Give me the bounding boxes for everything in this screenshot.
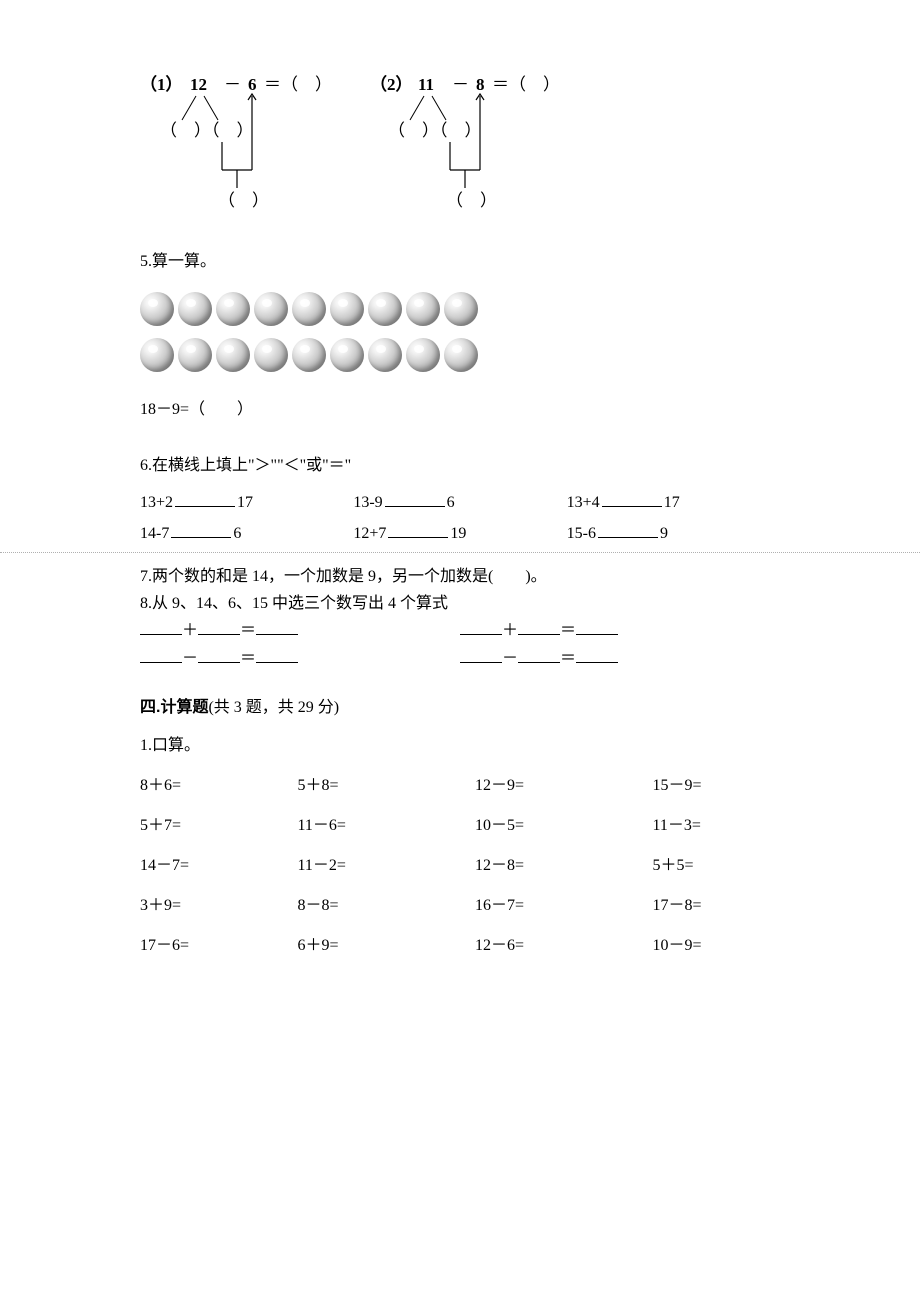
- compare-cell: 12+719: [353, 521, 566, 546]
- marble-icon: [216, 338, 250, 372]
- p2-paren-pair: （ ）（ ）: [388, 121, 482, 140]
- compare-cell: 14-76: [140, 521, 353, 546]
- mental-cell: 12－9=: [425, 774, 603, 798]
- fill-blank[interactable]: [385, 490, 445, 507]
- p1-b: 6: [248, 75, 257, 94]
- marbles-figure: [140, 292, 780, 380]
- mental-cell: 10－9=: [603, 934, 781, 958]
- q8-row-minus: －＝ －＝: [140, 645, 780, 672]
- p2-b: 8: [476, 75, 485, 94]
- dotted-separator: [0, 552, 920, 553]
- marble-icon: [292, 338, 326, 372]
- mental-cell: 6＋9=: [268, 934, 426, 958]
- q6-grid: 13+21713-9613+417 14-7612+71915-69: [140, 490, 780, 546]
- mental-cell: 17－6=: [140, 934, 268, 958]
- mental-cell: 5＋8=: [268, 774, 426, 798]
- section-4-heading: 四.计算题(共 3 题，共 29 分): [140, 696, 780, 720]
- marble-icon: [406, 338, 440, 372]
- marble-icon: [254, 292, 288, 326]
- p1-op: －: [224, 75, 241, 94]
- mental-cell: 15－9=: [603, 774, 781, 798]
- mental-cell: 16－7=: [425, 894, 603, 918]
- marble-icon: [140, 338, 174, 372]
- mental-row: 8＋6=5＋8=12－9=15－9=: [140, 774, 780, 798]
- mental-cell: 10－5=: [425, 814, 603, 838]
- mental-cell: 11－2=: [268, 854, 426, 878]
- compare-cell: 13-96: [353, 490, 566, 515]
- mental-label: 1.口算。: [140, 734, 780, 758]
- p2-a: 11: [418, 75, 434, 94]
- marble-row-1: [140, 292, 780, 334]
- mental-cell: 5＋5=: [603, 854, 781, 878]
- compare-cell: 13+217: [140, 490, 353, 515]
- fill-blank[interactable]: [171, 521, 231, 538]
- mental-cell: 14－7=: [140, 854, 268, 878]
- fill-blank[interactable]: [598, 521, 658, 538]
- marble-icon: [444, 338, 478, 372]
- fill-blank[interactable]: [388, 521, 448, 538]
- p2-op: －: [452, 75, 469, 94]
- marble-icon: [178, 292, 212, 326]
- worksheet-page: （1） 12 － 6 ＝（ ） （ ）（ ） （ ） （2）: [0, 0, 920, 1034]
- decomposition-diagrams: （1） 12 － 6 ＝（ ） （ ）（ ） （ ） （2）: [140, 70, 780, 220]
- q8-eq-plus-1: ＋＝: [140, 617, 460, 644]
- mental-cell: 11－3=: [603, 814, 781, 838]
- q5-equation: 18－9=（ ）: [140, 398, 780, 422]
- q8-eq-minus-1: －＝: [140, 645, 460, 672]
- marble-row-2: [140, 338, 780, 380]
- q6-label: 6.在横线上填上"＞""＜"或"＝": [140, 454, 780, 478]
- mental-cell: 8－8=: [268, 894, 426, 918]
- mental-grid: 8＋6=5＋8=12－9=15－9= 5＋7=11－6=10－5=11－3= 14－…: [140, 774, 780, 958]
- p2-eq: ＝（ ）: [492, 75, 560, 94]
- p1-result-paren: （ ）: [218, 191, 269, 210]
- marble-icon: [216, 292, 250, 326]
- p2-result-paren: （ ）: [446, 191, 497, 210]
- mental-cell: 11－6=: [268, 814, 426, 838]
- mental-row: 5＋7=11－6=10－5=11－3=: [140, 814, 780, 838]
- marble-icon: [406, 292, 440, 326]
- q8-row-plus: ＋＝ ＋＝: [140, 617, 780, 644]
- q8-eq-plus-2: ＋＝: [460, 617, 780, 644]
- marble-icon: [254, 338, 288, 372]
- marble-icon: [368, 292, 402, 326]
- mental-cell: 17－8=: [603, 894, 781, 918]
- q5-label: 5.算一算。: [140, 250, 780, 274]
- compare-cell: 13+417: [567, 490, 780, 515]
- marble-icon: [140, 292, 174, 326]
- p1-eq: ＝（ ）: [264, 75, 332, 94]
- decomposition-svg: （1） 12 － 6 ＝（ ） （ ）（ ） （ ） （2）: [140, 70, 600, 220]
- mental-cell: 8＋6=: [140, 774, 268, 798]
- p2-label: （2）: [370, 74, 413, 94]
- fill-blank[interactable]: [175, 490, 235, 507]
- marble-icon: [178, 338, 212, 372]
- p1-label: （1）: [140, 74, 183, 94]
- q7-text: 7.两个数的和是 14，一个加数是 9，另一个加数是( )。: [140, 563, 780, 590]
- marble-icon: [292, 292, 326, 326]
- section-4-rest: (共 3 题，共 29 分): [208, 699, 339, 716]
- compare-row: 13+21713-9613+417: [140, 490, 780, 515]
- mental-cell: 3＋9=: [140, 894, 268, 918]
- compare-row: 14-7612+71915-69: [140, 521, 780, 546]
- q7-q8-block: 7.两个数的和是 14，一个加数是 9，另一个加数是( )。 8.从 9、14、…: [140, 563, 780, 672]
- q8-eq-minus-2: －＝: [460, 645, 780, 672]
- mental-row: 17－6=6＋9=12－6=10－9=: [140, 934, 780, 958]
- p1-paren-pair: （ ）（ ）: [160, 121, 254, 140]
- mental-cell: 12－6=: [425, 934, 603, 958]
- marble-icon: [330, 292, 364, 326]
- p1-a: 12: [190, 75, 207, 94]
- marble-icon: [368, 338, 402, 372]
- section-4-bold: 四.计算题: [140, 699, 208, 716]
- marble-icon: [444, 292, 478, 326]
- mental-cell: 5＋7=: [140, 814, 268, 838]
- mental-cell: 12－8=: [425, 854, 603, 878]
- q8-text: 8.从 9、14、6、15 中选三个数写出 4 个算式: [140, 590, 780, 617]
- mental-row: 14－7=11－2=12－8=5＋5=: [140, 854, 780, 878]
- fill-blank[interactable]: [602, 490, 662, 507]
- marble-icon: [330, 338, 364, 372]
- compare-cell: 15-69: [567, 521, 780, 546]
- mental-row: 3＋9=8－8=16－7=17－8=: [140, 894, 780, 918]
